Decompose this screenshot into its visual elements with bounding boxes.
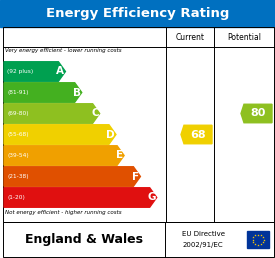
Text: (39-54): (39-54) bbox=[7, 153, 29, 158]
Text: 80: 80 bbox=[251, 109, 266, 118]
Polygon shape bbox=[4, 83, 82, 102]
Text: E: E bbox=[116, 150, 123, 160]
Polygon shape bbox=[241, 104, 272, 123]
Polygon shape bbox=[181, 125, 212, 144]
Bar bbox=[247, 231, 269, 248]
Text: (1-20): (1-20) bbox=[7, 195, 25, 200]
Text: Energy Efficiency Rating: Energy Efficiency Rating bbox=[46, 7, 229, 20]
Text: EU Directive: EU Directive bbox=[182, 231, 225, 237]
Text: Not energy efficient - higher running costs: Not energy efficient - higher running co… bbox=[5, 210, 122, 215]
Polygon shape bbox=[4, 104, 100, 123]
Text: D: D bbox=[106, 130, 115, 140]
Text: Potential: Potential bbox=[227, 33, 261, 42]
Text: F: F bbox=[132, 172, 139, 181]
Text: G: G bbox=[147, 192, 156, 203]
Text: (21-38): (21-38) bbox=[7, 174, 29, 179]
Text: (92 plus): (92 plus) bbox=[7, 69, 33, 74]
Text: Very energy efficient - lower running costs: Very energy efficient - lower running co… bbox=[5, 48, 122, 53]
Polygon shape bbox=[4, 125, 116, 144]
Text: C: C bbox=[91, 109, 99, 118]
Text: 2002/91/EC: 2002/91/EC bbox=[183, 242, 224, 248]
Text: England & Wales: England & Wales bbox=[25, 233, 143, 246]
Text: 68: 68 bbox=[191, 130, 206, 140]
Polygon shape bbox=[4, 62, 65, 81]
Text: (81-91): (81-91) bbox=[7, 90, 29, 95]
Polygon shape bbox=[4, 167, 141, 186]
Bar bbox=[3, 222, 274, 257]
Text: (69-80): (69-80) bbox=[7, 111, 29, 116]
Polygon shape bbox=[4, 146, 124, 165]
Bar bbox=[3, 27, 274, 222]
Text: Current: Current bbox=[175, 33, 205, 42]
Text: (55-68): (55-68) bbox=[7, 132, 29, 137]
Text: B: B bbox=[73, 87, 81, 98]
Polygon shape bbox=[4, 188, 157, 207]
Text: A: A bbox=[56, 67, 64, 77]
Bar bbox=[0, 0, 275, 27]
